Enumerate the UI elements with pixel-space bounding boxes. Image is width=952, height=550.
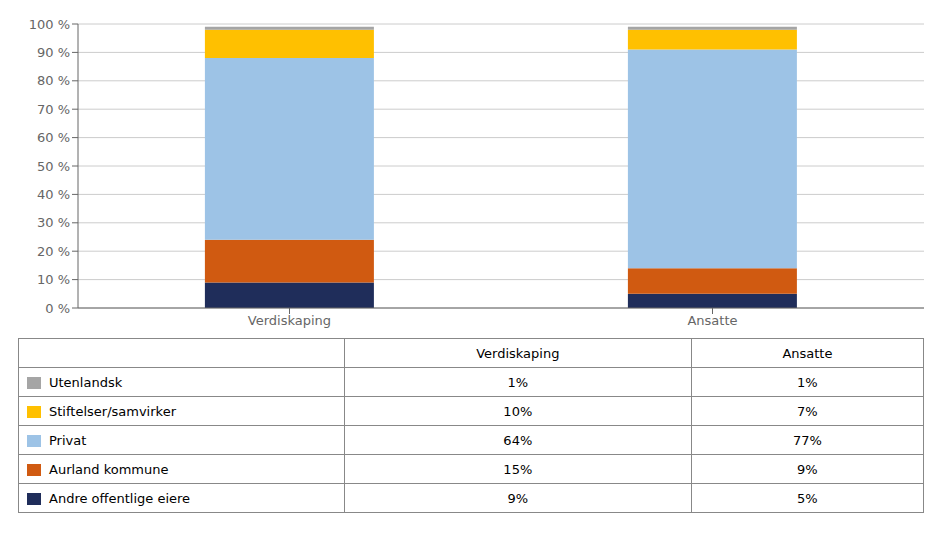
html-text:Privat: Privat — [49, 433, 87, 448]
svg-text:70 %: 70 % — [37, 102, 70, 117]
html-text:Stiftelser/samvirker: Stiftelser/samvirker — [49, 404, 176, 419]
html-text:Aurland kommune: Aurland kommune — [49, 462, 169, 477]
svg-text:30 %: 30 % — [37, 215, 70, 230]
svg-text:100 %: 100 % — [29, 17, 70, 32]
html-text:10%: 10% — [503, 403, 533, 419]
html-text:9%: 9% — [797, 461, 818, 477]
html-text:64%: 64% — [503, 432, 533, 448]
svg-text:80 %: 80 % — [37, 73, 70, 88]
html-text:77%: 77% — [793, 432, 822, 448]
html-text:7%: 7% — [797, 403, 818, 419]
svg-text:90 %: 90 % — [37, 45, 70, 60]
html-text:9%: 9% — [507, 490, 529, 506]
svg-text:50 %: 50 % — [37, 159, 70, 174]
svg-text:20 %: 20 % — [37, 244, 70, 259]
svg-text:Ansatte: Ansatte — [687, 313, 737, 328]
html-text:Ansatte: Ansatte — [782, 345, 833, 361]
html-text:1%: 1% — [797, 374, 818, 390]
html-text:15%: 15% — [503, 461, 533, 477]
html-text:5%: 5% — [797, 490, 818, 506]
html-text:Utenlandsk: Utenlandsk — [49, 375, 123, 390]
html-text:1%: 1% — [507, 374, 529, 390]
svg-text:Verdiskaping: Verdiskaping — [248, 313, 331, 328]
html-text:Andre offentlige eiere: Andre offentlige eiere — [49, 491, 191, 506]
svg-text:40 %: 40 % — [37, 187, 70, 202]
svg-text:10 %: 10 % — [37, 272, 70, 287]
html-text:Verdiskaping: Verdiskaping — [476, 345, 560, 361]
svg-text:0 %: 0 % — [45, 301, 70, 316]
svg-text:60 %: 60 % — [37, 130, 70, 145]
